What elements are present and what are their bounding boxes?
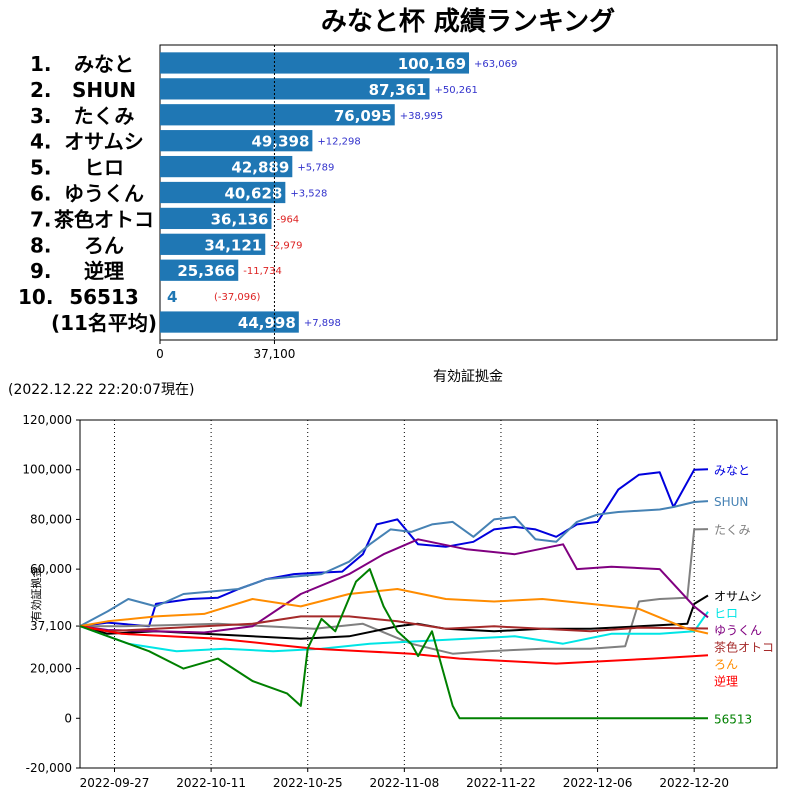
series-label: ゆうくん (714, 623, 762, 637)
x-tick-label: 37,100 (253, 347, 295, 361)
diff-label: -11,734 (243, 266, 282, 277)
diff-label: (-37,096) (214, 292, 260, 303)
series-label: 逆理 (714, 673, 738, 688)
rank-label: 9. (30, 259, 52, 283)
bar (160, 207, 272, 230)
series-line (79, 528, 709, 655)
value-label: 4 (167, 288, 177, 306)
diff-label: +50,261 (435, 85, 478, 96)
diff-label: -2,979 (270, 240, 302, 251)
diff-label: +7,898 (304, 318, 341, 329)
rank-label: 4. (30, 130, 52, 154)
series-label: 56513 (714, 712, 752, 726)
chart-title: みなと杯 成績ランキング (321, 7, 615, 37)
name-label: 茶色オトコ (54, 207, 154, 231)
timestamp: (2022.12.22 22:20:07現在) (8, 382, 194, 398)
series-label: みなと (714, 463, 750, 477)
y-tick-label: 0 (64, 711, 72, 725)
y-axis-label: 有効証拠金 (29, 567, 43, 622)
equity-line-chart: (2022.12.22 22:20:07現在) -20,000 0 20,000 37,… (8, 382, 778, 790)
name-label: 56513 (69, 285, 139, 309)
bar (160, 311, 299, 333)
diff-label: +63,069 (474, 59, 517, 70)
name-label: 逆理 (84, 259, 124, 283)
name-label: ヒロ (84, 156, 124, 180)
value-label: 49,398 (252, 133, 310, 151)
rank-label: 2. (30, 78, 52, 102)
value-label: 40,628 (224, 185, 282, 203)
name-label: ろん (84, 233, 124, 257)
ranking-bar-chart: みなと杯 成績ランキング 1. みなと 100,169 +63,069 2. SHUN 87,… (18, 7, 778, 385)
bar (160, 155, 293, 178)
name-label: ゆうくん (64, 182, 144, 206)
rank-label: 6. (30, 182, 52, 206)
diff-label: +3,528 (290, 189, 327, 200)
bar (160, 233, 266, 255)
x-tick-label: 2022-11-08 (369, 776, 439, 790)
rank-label: 10. (18, 285, 53, 309)
diff-label: +12,298 (317, 137, 360, 148)
series-label: ろん (714, 657, 738, 671)
x-tick-label: 0 (156, 347, 164, 361)
series-line (79, 611, 709, 653)
series-label: 茶色オトコ (714, 639, 774, 654)
plot-frame (79, 419, 778, 769)
series-line (79, 588, 709, 635)
value-label: 87,361 (369, 81, 427, 99)
bar (160, 181, 286, 204)
series-label: たくみ (714, 523, 750, 537)
rank-label: 3. (30, 104, 52, 128)
x-tick-label: 2022-12-06 (563, 776, 633, 790)
y-tick-label: 120,000 (22, 413, 72, 427)
y-tick-label: 37,100 (30, 619, 72, 633)
y-tick-label: 20,000 (30, 662, 72, 676)
rank-label: 1. (30, 52, 52, 76)
bar (160, 52, 470, 74)
series-label: ヒロ (714, 606, 738, 620)
y-tick-label: -20,000 (26, 761, 72, 775)
value-label: 76,095 (334, 107, 392, 125)
x-axis-label: 有効証拠金 (433, 369, 503, 385)
value-label: 34,121 (204, 236, 262, 254)
value-label: 100,169 (398, 55, 466, 73)
name-label: SHUN (72, 78, 136, 102)
rank-label: 5. (30, 156, 52, 180)
value-label: 36,136 (211, 210, 269, 228)
x-tick-label: 2022-10-11 (176, 776, 246, 790)
series-line (79, 468, 709, 628)
name-label: (11名平均) (51, 311, 157, 335)
series-line (79, 625, 709, 665)
x-tick-label: 2022-10-25 (273, 776, 343, 790)
rank-label: 8. (30, 233, 52, 257)
series-line (79, 568, 708, 720)
diff-label: +38,995 (400, 111, 443, 122)
bar (160, 259, 239, 281)
diff-label: +5,789 (297, 163, 334, 174)
bar (160, 104, 395, 126)
diff-label: -964 (276, 214, 299, 225)
x-tick-label: 2022-11-22 (466, 776, 536, 790)
bar (160, 78, 430, 100)
rank-label: 7. (30, 207, 52, 231)
value-label: 44,998 (238, 314, 296, 332)
y-tick-label: 60,000 (30, 562, 72, 576)
y-tick-label: 100,000 (22, 463, 72, 477)
value-label: 25,366 (177, 262, 235, 280)
name-label: みなと (74, 52, 134, 76)
y-tick-label: 80,000 (30, 512, 72, 526)
series-label: オサムシ (714, 589, 762, 603)
name-label: たくみ (74, 104, 135, 128)
series-label: SHUN (714, 495, 748, 509)
x-tick-label: 2022-09-27 (80, 776, 150, 790)
series-line (79, 615, 709, 633)
series-line (79, 538, 709, 634)
x-tick-label: 2022-12-20 (659, 776, 729, 790)
name-label: オサムシ (64, 130, 144, 154)
series-line (79, 500, 709, 627)
value-label: 42,889 (231, 159, 289, 177)
